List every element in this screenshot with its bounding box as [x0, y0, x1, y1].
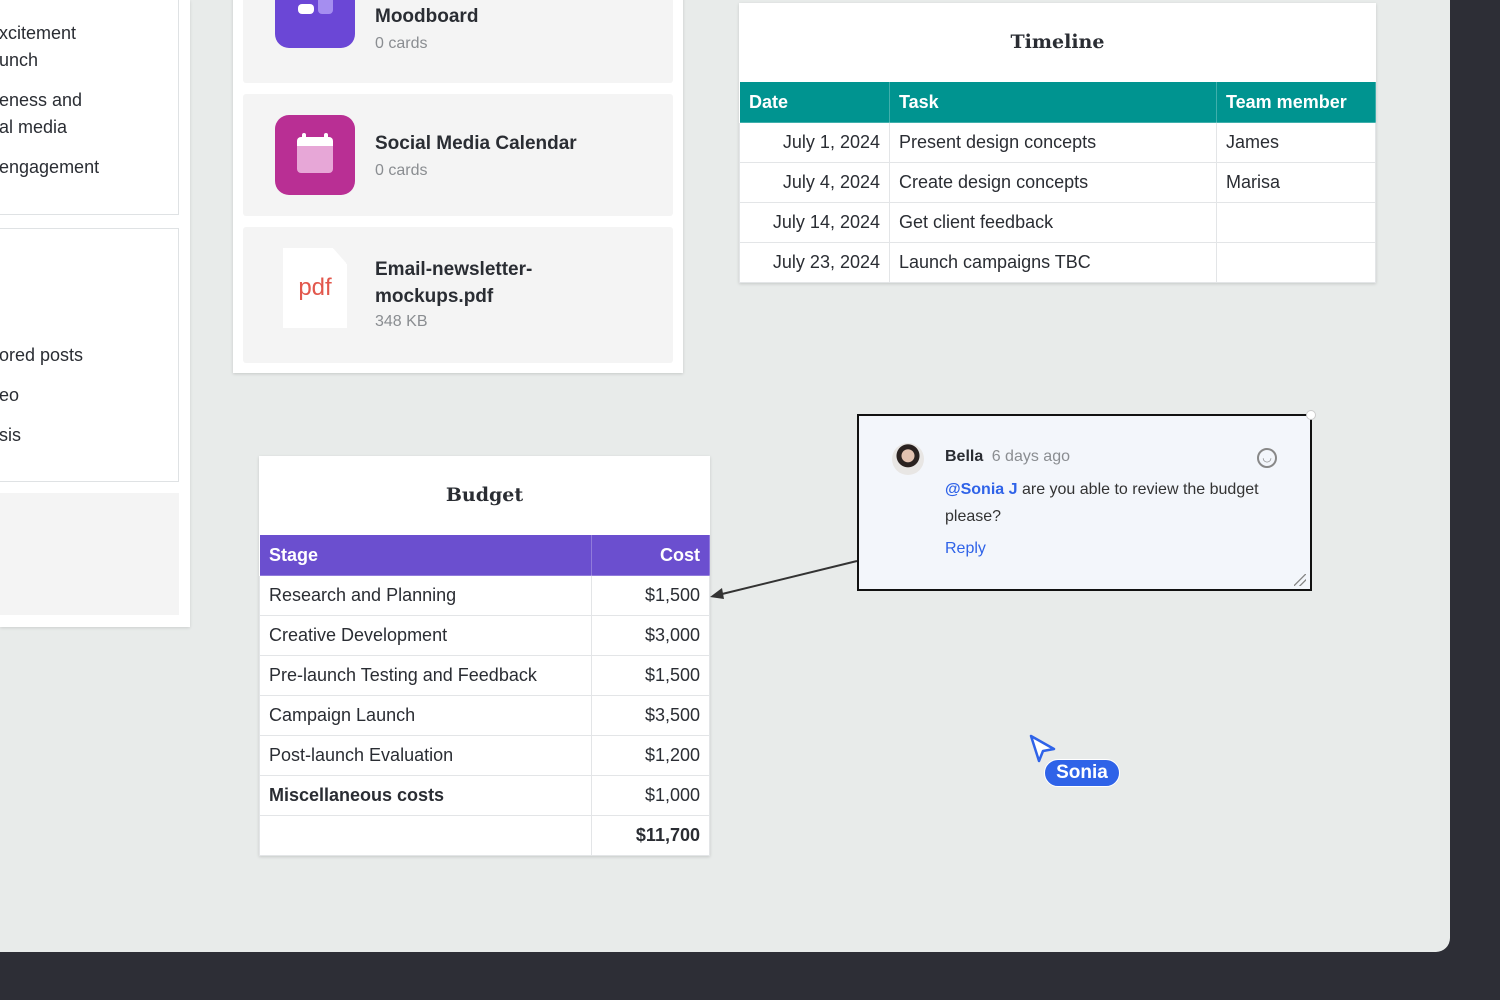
left-card-goals: xcitement unch eness and al media engage…: [0, 0, 179, 215]
budget-total: $11,700: [591, 815, 710, 856]
table-row: July 1, 2024 Present design concepts James: [739, 122, 1376, 163]
files-column: Moodboard 0 cards Social Media Calendar …: [233, 0, 683, 373]
add-reaction-icon[interactable]: ◡: [1257, 448, 1277, 468]
comment-author: Bella: [945, 448, 984, 465]
table-row: Post-launch Evaluation $1,200: [259, 735, 710, 776]
file-meta: 0 cards: [375, 162, 428, 179]
table-cell: $1,500: [591, 575, 710, 616]
comment-box[interactable]: Bella 6 days ago ◡ @Sonia J are you able…: [857, 410, 1316, 591]
table-cell: Present design concepts: [889, 122, 1217, 163]
text-line: sis: [0, 425, 21, 445]
comment-text: are you able to review the budget please…: [945, 481, 1259, 525]
reply-link[interactable]: Reply: [945, 540, 986, 557]
calendar-icon: [275, 115, 355, 195]
file-title: Moodboard: [375, 6, 479, 27]
file-title: Email-newsletter-mockups.pdf: [375, 259, 533, 307]
budget-table: Budget Stage Cost Research and Planning $…: [259, 456, 710, 856]
table-cell: $1,000: [591, 775, 710, 816]
column-header: Stage: [259, 534, 592, 576]
text-line: unch: [0, 50, 39, 70]
file-meta: 348 KB: [375, 313, 428, 330]
timeline-table: Timeline Date Task Team member July 1, 2…: [739, 3, 1376, 283]
cursor-arrow-icon: [1029, 734, 1056, 763]
whiteboard-canvas[interactable]: xcitement unch eness and al media engage…: [0, 0, 1450, 952]
table-row: July 14, 2024 Get client feedback: [739, 202, 1376, 243]
table-header: Date Task Team member: [739, 81, 1376, 123]
table-title: Budget: [445, 484, 524, 506]
table-cell: [1216, 242, 1376, 283]
text-line: xcitement: [0, 23, 77, 43]
table-cell: Campaign Launch: [259, 695, 592, 736]
column-header: Team member: [1216, 81, 1376, 123]
table-cell: Launch campaigns TBC: [889, 242, 1217, 283]
comment-time: 6 days ago: [991, 448, 1070, 465]
file-title: Social Media Calendar: [375, 133, 577, 154]
left-panel: xcitement unch eness and al media engage…: [0, 0, 190, 627]
table-cell: July 23, 2024: [739, 242, 890, 283]
table-cell: July 4, 2024: [739, 162, 890, 203]
table-cell: $3,500: [591, 695, 710, 736]
file-item-pdf[interactable]: pdf Email-newsletter-mockups.pdf 348 KB: [243, 227, 673, 363]
collaborator-cursor-label: Sonia: [1044, 759, 1120, 787]
text-line: engagement: [0, 157, 100, 177]
board-icon: [275, 0, 355, 48]
table-cell: Get client feedback: [889, 202, 1217, 243]
resize-handle[interactable]: [1294, 574, 1306, 586]
text-line: eo: [0, 385, 20, 405]
table-row: July 23, 2024 Launch campaigns TBC: [739, 242, 1376, 283]
table-cell: Research and Planning: [259, 575, 592, 616]
file-item-moodboard[interactable]: Moodboard 0 cards: [243, 0, 673, 83]
table-cell: Marisa: [1216, 162, 1376, 203]
table-row: Research and Planning $1,500: [259, 575, 710, 616]
table-title: Timeline: [1010, 31, 1105, 53]
text-line: ored posts: [0, 345, 84, 365]
table-cell: $1,200: [591, 735, 710, 776]
table-row: Creative Development $3,000: [259, 615, 710, 656]
total-row: $11,700: [259, 815, 710, 856]
column-header: Task: [889, 81, 1217, 123]
file-item-social-media-calendar[interactable]: Social Media Calendar 0 cards: [243, 94, 673, 216]
text-line: eness and: [0, 90, 83, 110]
table-cell: $3,000: [591, 615, 710, 656]
table-row: Campaign Launch $3,500: [259, 695, 710, 736]
table-cell: Post-launch Evaluation: [259, 735, 592, 776]
pdf-icon: pdf: [283, 248, 347, 328]
avatar: [892, 443, 924, 475]
connector-arrow[interactable]: [0, 0, 1450, 952]
file-meta: 0 cards: [375, 35, 428, 52]
mention[interactable]: @Sonia J: [945, 481, 1018, 498]
table-cell: Pre-launch Testing and Feedback: [259, 655, 592, 696]
table-row: Miscellaneous costs $1,000: [259, 775, 710, 816]
left-card-empty[interactable]: [0, 493, 179, 615]
corner-handle[interactable]: [1306, 410, 1316, 420]
left-card-tactics: ored posts eo sis: [0, 228, 179, 482]
table-cell: July 14, 2024: [739, 202, 890, 243]
text-line: al media: [0, 117, 68, 137]
table-cell: James: [1216, 122, 1376, 163]
